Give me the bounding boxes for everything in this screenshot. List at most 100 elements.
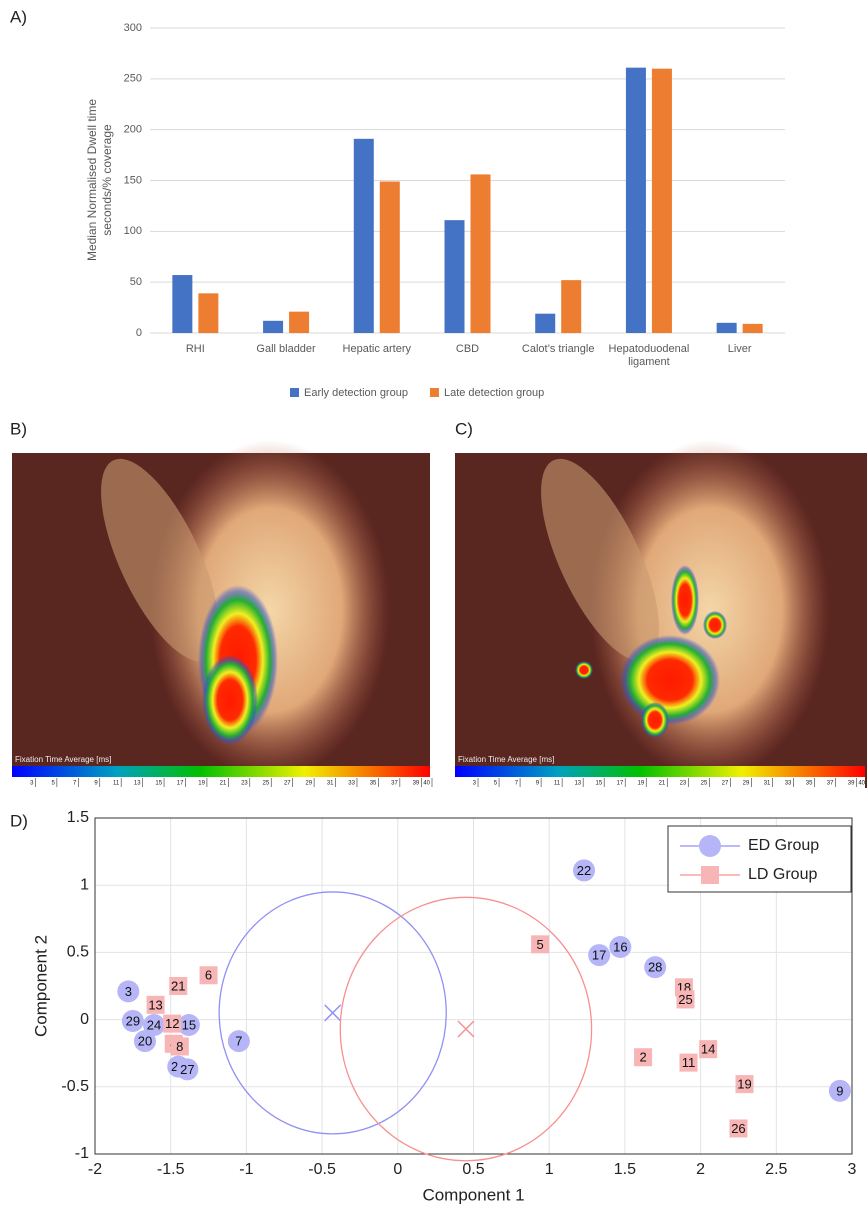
y-tick-label: -0.5 bbox=[61, 1078, 89, 1095]
colorbar-tick-label: 29 bbox=[305, 781, 312, 787]
point-label: 24 bbox=[147, 1017, 161, 1032]
x-tick-label: 0 bbox=[393, 1161, 402, 1178]
heatmap-caption: Fixation Time Average [ms] bbox=[15, 755, 111, 764]
y-axis-label: Median Normalised Dwell time seconds/% c… bbox=[85, 85, 115, 275]
colorbar-tick-label: 31 bbox=[327, 781, 334, 787]
point-label: 27 bbox=[180, 1062, 194, 1077]
y-axis-label: Component 2 bbox=[31, 935, 50, 1037]
colorbar-tick-label: 23 bbox=[241, 781, 248, 787]
legend-swatch bbox=[430, 388, 439, 397]
point-label: 12 bbox=[165, 1016, 179, 1031]
colorbar-tick-label: 13 bbox=[134, 781, 141, 787]
centroid bbox=[325, 1005, 341, 1021]
point-label: 2 bbox=[639, 1050, 646, 1065]
y-tick-label: -1 bbox=[75, 1145, 89, 1162]
panel-label: C) bbox=[455, 419, 473, 438]
point-label: 8 bbox=[176, 1039, 183, 1054]
point-label: 26 bbox=[731, 1121, 745, 1136]
x-tick-label: Calot’s triangle bbox=[508, 343, 608, 356]
bar bbox=[471, 174, 491, 333]
point-label: 17 bbox=[592, 948, 606, 963]
point-label: 5 bbox=[536, 937, 543, 952]
colorbar-tick-label: 35 bbox=[370, 781, 377, 787]
legend-label: LD Group bbox=[748, 866, 817, 883]
y-tick-label: 200 bbox=[124, 124, 142, 136]
bar bbox=[289, 312, 309, 333]
x-tick-label: Gall bladder bbox=[236, 343, 336, 356]
point-label: 3 bbox=[125, 984, 132, 999]
colorbar-tick-label: 17 bbox=[617, 781, 624, 787]
bar bbox=[717, 323, 737, 333]
colorbar-tick-label: 11 bbox=[113, 781, 120, 787]
colorbar-tick-label: 25 bbox=[701, 781, 708, 787]
x-tick-label: Hepatic artery bbox=[327, 343, 427, 356]
point-label: 9 bbox=[836, 1083, 843, 1098]
legend-label: Early detection group bbox=[304, 387, 408, 399]
colorbar-tick-label: 33 bbox=[785, 781, 792, 787]
colorbar-tick-label: 33 bbox=[348, 781, 355, 787]
point-label: 21 bbox=[171, 978, 185, 993]
colorbar-tick-label: 17 bbox=[177, 781, 184, 787]
point-label: 22 bbox=[577, 863, 591, 878]
colorbar-tick-label: 27 bbox=[284, 781, 291, 787]
point-label: 28 bbox=[648, 960, 662, 975]
y-tick-label: 1.5 bbox=[67, 809, 89, 826]
canvas: A)B)C)D)050100150200250300Early detectio… bbox=[0, 0, 867, 1205]
point-label: 25 bbox=[678, 992, 692, 1007]
colorbar-tick-label: 35 bbox=[806, 781, 813, 787]
y-tick-label: 250 bbox=[124, 73, 142, 85]
y-tick-label: 150 bbox=[124, 174, 142, 186]
image-b bbox=[12, 440, 430, 788]
x-tick-label: Hepatoduodenal ligament bbox=[599, 343, 699, 369]
bar bbox=[561, 280, 581, 333]
x-tick-label: RHI bbox=[145, 343, 245, 356]
colorbar-tick-label: 11 bbox=[554, 781, 561, 787]
colorbar-tick-label: 15 bbox=[155, 781, 162, 787]
bar bbox=[743, 324, 763, 333]
colorbar-tick-label: 15 bbox=[595, 781, 602, 787]
x-tick-label: 1 bbox=[545, 1161, 554, 1178]
legend-marker bbox=[701, 866, 719, 884]
x-tick-label: Liver bbox=[690, 343, 790, 356]
point-label: 13 bbox=[148, 997, 162, 1012]
bar bbox=[263, 321, 283, 333]
bar bbox=[354, 139, 374, 333]
x-tick-label: -1.5 bbox=[157, 1161, 185, 1178]
colorbar-tick-label: 13 bbox=[574, 781, 581, 787]
centroid bbox=[458, 1021, 474, 1037]
colorbar-tick-label: 37 bbox=[391, 781, 398, 787]
figure: A)B)C)D)050100150200250300Early detectio… bbox=[0, 0, 867, 1205]
legend-label: Late detection group bbox=[444, 387, 544, 399]
point-label: 7 bbox=[235, 1034, 242, 1049]
bar bbox=[535, 314, 555, 333]
panel-label: A) bbox=[10, 7, 27, 26]
y-tick-label: 0.5 bbox=[67, 944, 89, 961]
colorbar-tick-label: 23 bbox=[680, 781, 687, 787]
panel-label: B) bbox=[10, 419, 27, 438]
y-tick-label: 50 bbox=[130, 276, 142, 288]
colorbar-tick-label: 31 bbox=[764, 781, 771, 787]
point-label: 6 bbox=[205, 968, 212, 983]
colorbar-tick-label: 29 bbox=[743, 781, 750, 787]
bar bbox=[198, 293, 218, 333]
colorbar bbox=[455, 766, 865, 777]
colorbar bbox=[12, 766, 430, 777]
point-label: 14 bbox=[701, 1042, 715, 1057]
x-tick-label: 2.5 bbox=[765, 1161, 787, 1178]
colorbar-tick-label: 40 bbox=[423, 781, 430, 787]
x-tick-label: -2 bbox=[88, 1161, 102, 1178]
x-tick-label: -1 bbox=[239, 1161, 253, 1178]
bar bbox=[652, 69, 672, 333]
point-label: 19 bbox=[737, 1077, 751, 1092]
point-label: 20 bbox=[138, 1034, 152, 1049]
legend-swatch bbox=[290, 388, 299, 397]
bar bbox=[445, 220, 465, 333]
bar bbox=[626, 68, 646, 333]
colorbar-tick-label: 21 bbox=[659, 781, 666, 787]
y-tick-label: 0 bbox=[136, 327, 142, 339]
legend-label: ED Group bbox=[748, 837, 819, 854]
point-label: 15 bbox=[182, 1017, 196, 1032]
y-tick-label: 300 bbox=[124, 22, 142, 34]
x-tick-label: CBD bbox=[418, 343, 518, 356]
legend-marker bbox=[699, 835, 721, 857]
